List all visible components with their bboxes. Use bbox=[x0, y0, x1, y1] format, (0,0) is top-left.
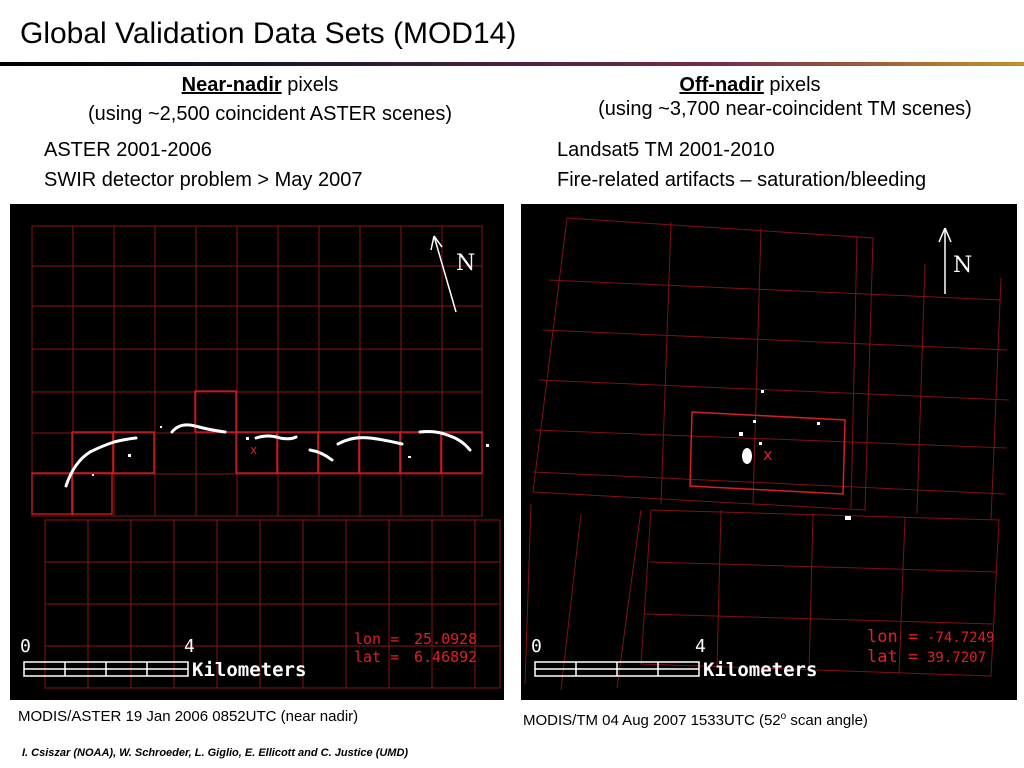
left-lon-label: lon = bbox=[354, 630, 399, 648]
left-lat-label: lat = bbox=[354, 648, 399, 666]
left-north-arrow bbox=[430, 235, 457, 313]
right-heading-rest: pixels bbox=[763, 74, 821, 96]
right-lon-value: -74.7249 bbox=[927, 630, 994, 646]
right-scale-bar bbox=[534, 661, 700, 677]
right-lat-label: lat = bbox=[867, 647, 918, 667]
left-caption: MODIS/ASTER 19 Jan 2006 0852UTC (near na… bbox=[18, 708, 359, 725]
title-divider bbox=[0, 62, 1024, 66]
credits: I. Csiszar (NOAA), W. Schroeder, L. Gigl… bbox=[22, 747, 409, 759]
right-heading: Off-nadir pixels bbox=[530, 72, 970, 98]
left-fire-detections bbox=[64, 423, 472, 488]
left-bullet-2: SWIR detector problem > May 2007 bbox=[44, 169, 363, 191]
right-caption-end: scan angle) bbox=[786, 712, 868, 729]
right-fire-pixel bbox=[689, 411, 846, 495]
right-subheading: (using ~3,700 near-coincident TM scenes) bbox=[598, 98, 972, 120]
right-map-image: x N 0 4 Kilometers lon = -74.7249 lat = … bbox=[524, 217, 1010, 691]
left-modis-grid bbox=[31, 225, 501, 689]
left-heading-rest: pixels bbox=[281, 74, 339, 96]
right-bullet-2: Fire-related artifacts – saturation/blee… bbox=[557, 169, 927, 191]
left-heading-emphasis: Near-nadir bbox=[181, 74, 282, 96]
left-scale-bar bbox=[23, 661, 189, 677]
left-center-marker: x bbox=[250, 443, 257, 457]
right-heading-emphasis: Off-nadir bbox=[679, 74, 764, 96]
left-lon-value: 25.0928 bbox=[414, 630, 477, 648]
right-scale-zero: 0 bbox=[531, 636, 542, 657]
right-bullet-1: Landsat5 TM 2001-2010 bbox=[557, 139, 775, 161]
right-scale-four: 4 bbox=[695, 636, 706, 657]
left-heading: Near-nadir pixels bbox=[10, 72, 510, 98]
right-scale-unit: Kilometers bbox=[703, 659, 817, 681]
right-lon-label: lon = bbox=[867, 627, 918, 647]
left-map-image: x N 0 4 Kilometers lon = 25.0928 lat = 6… bbox=[20, 225, 501, 689]
left-scale-unit: Kilometers bbox=[192, 659, 306, 681]
left-map-panel: x N 0 4 Kilometers lon = 25.0928 lat = 6… bbox=[10, 204, 504, 700]
left-north-label: N bbox=[456, 251, 475, 276]
left-scale-zero: 0 bbox=[20, 636, 31, 657]
left-subheading: (using ~2,500 coincident ASTER scenes) bbox=[87, 103, 453, 125]
right-fire-detections bbox=[739, 390, 851, 520]
left-lat-value: 6.46892 bbox=[414, 648, 477, 666]
left-fire-specks bbox=[92, 426, 489, 476]
left-bullet-1: ASTER 2001-2006 bbox=[44, 139, 212, 161]
right-caption: MODIS/TM 04 Aug 2007 1533UTC (52o scan a… bbox=[523, 708, 868, 730]
right-lat-value: 39.7207 bbox=[927, 650, 986, 666]
right-map-panel: x N 0 4 Kilometers lon = -74.7249 lat = … bbox=[521, 204, 1017, 700]
right-modis-grid bbox=[524, 217, 1010, 691]
right-north-arrow bbox=[938, 227, 952, 294]
right-north-label: N bbox=[953, 253, 972, 278]
right-caption-main: MODIS/TM 04 Aug 2007 1533UTC (52 bbox=[523, 712, 781, 729]
right-caption-degree: o bbox=[780, 711, 787, 722]
slide-title: Global Validation Data Sets (MOD14) bbox=[20, 17, 517, 50]
right-center-marker: x bbox=[763, 445, 772, 464]
left-scale-four: 4 bbox=[184, 636, 195, 657]
